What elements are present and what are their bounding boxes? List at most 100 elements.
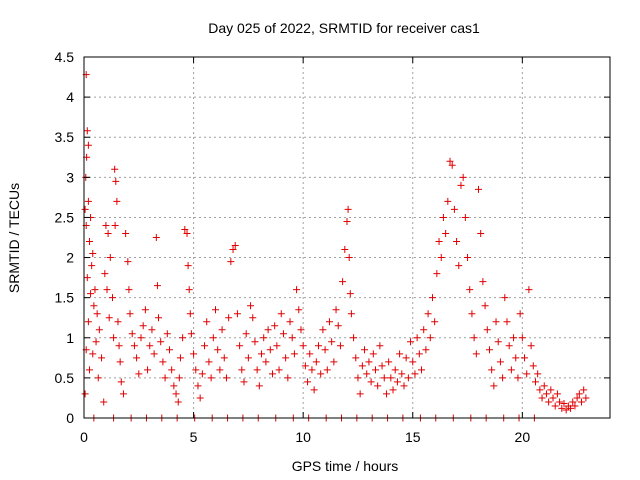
data-point [148, 326, 156, 334]
data-point [176, 354, 184, 362]
data-point [407, 338, 415, 346]
data-point [157, 338, 165, 346]
data-point [518, 334, 526, 342]
data-point [89, 250, 97, 258]
data-point [415, 350, 423, 358]
data-point [521, 354, 529, 362]
data-point [95, 326, 103, 334]
data-point [347, 310, 355, 318]
data-point [304, 378, 312, 386]
data-point [435, 238, 443, 246]
data-point [578, 398, 586, 406]
data-point [374, 382, 382, 390]
data-point [385, 358, 393, 366]
data-point [186, 310, 194, 318]
plot-frame [83, 56, 611, 419]
y-tick-label: 0 [66, 410, 74, 426]
data-point [380, 374, 388, 382]
data-point [531, 378, 539, 386]
data-point [371, 366, 379, 374]
data-point [115, 342, 123, 350]
data-point [553, 390, 561, 398]
data-point [175, 374, 183, 382]
data-point [545, 398, 553, 406]
data-point [84, 318, 92, 326]
data-point [100, 398, 108, 406]
data-point [117, 378, 125, 386]
data-point [444, 197, 452, 205]
data-point [103, 286, 111, 294]
data-point [306, 350, 314, 358]
data-point [165, 346, 173, 354]
data-point [295, 306, 303, 314]
data-point [549, 394, 557, 402]
y-tick-label: 0.5 [55, 370, 75, 386]
data-point [98, 354, 106, 362]
data-point [442, 229, 450, 237]
data-point [356, 390, 364, 398]
data-point [258, 350, 266, 358]
data-point [523, 370, 531, 378]
data-point [540, 382, 548, 390]
data-point [321, 346, 329, 354]
y-axis-label: SRMTID / TECUs [6, 183, 22, 293]
data-point [93, 310, 101, 318]
data-point [231, 242, 239, 250]
data-point [126, 310, 134, 318]
data-point [575, 390, 583, 398]
data-point [367, 378, 375, 386]
data-point [111, 165, 119, 173]
y-tick-label: 2.5 [55, 209, 75, 225]
data-point [433, 270, 441, 278]
data-point [87, 290, 95, 298]
data-point [538, 394, 546, 402]
data-point [102, 221, 110, 229]
data-point [301, 362, 309, 370]
data-point [198, 370, 206, 378]
data-point [101, 270, 109, 278]
data-point [485, 346, 493, 354]
data-point [483, 326, 491, 334]
data-point [393, 378, 401, 386]
data-point [339, 278, 347, 286]
data-point [84, 197, 92, 205]
data-point [391, 366, 399, 374]
data-point [222, 374, 230, 382]
data-point [308, 366, 316, 374]
data-point [244, 354, 252, 362]
data-point [534, 370, 542, 378]
data-point [111, 221, 119, 229]
data-point [174, 398, 182, 406]
data-point [144, 366, 152, 374]
data-point [582, 394, 590, 402]
data-point [542, 390, 550, 398]
data-point [389, 386, 397, 394]
data-point [268, 370, 276, 378]
data-point [556, 398, 564, 406]
data-point [170, 382, 178, 390]
x-tick-label: 20 [515, 429, 531, 445]
data-point [453, 238, 461, 246]
data-point [512, 354, 520, 362]
data-point [325, 318, 333, 326]
y-tick-label: 2 [66, 250, 74, 266]
data-point [450, 205, 458, 213]
data-point [358, 362, 366, 370]
data-point [475, 185, 482, 193]
data-point [253, 366, 261, 374]
data-point [81, 390, 89, 398]
data-point [238, 366, 246, 374]
data-point [503, 318, 511, 326]
data-point [293, 286, 301, 294]
data-point [128, 330, 136, 338]
x-tick-label: 10 [295, 429, 311, 445]
data-point [378, 362, 386, 370]
x-tick-label: 0 [80, 429, 88, 445]
data-point [569, 398, 577, 406]
data-point [286, 318, 294, 326]
data-point [527, 342, 535, 350]
data-point [85, 238, 93, 246]
data-point [84, 141, 92, 149]
data-point [113, 197, 121, 205]
